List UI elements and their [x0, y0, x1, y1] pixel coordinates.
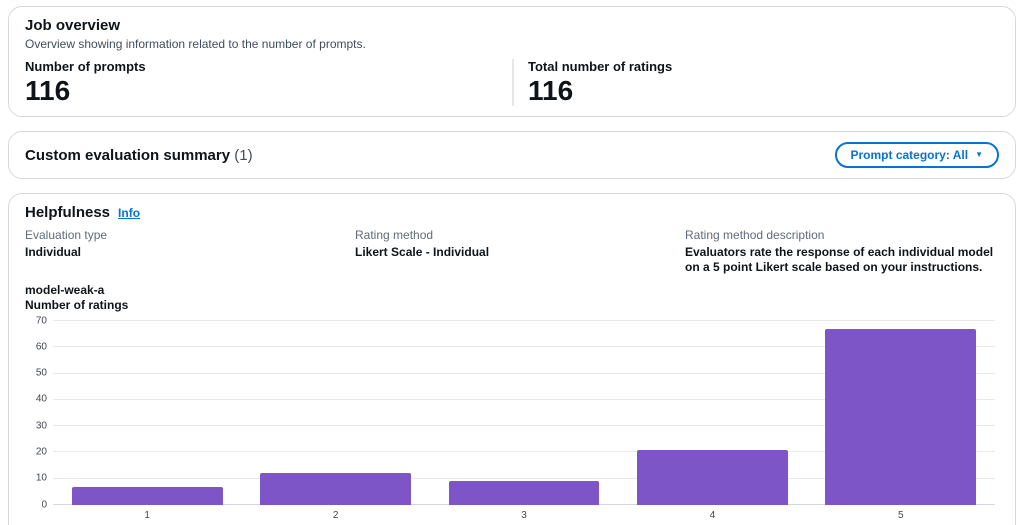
- chevron-down-icon: ▼: [975, 150, 983, 159]
- gridline: 10: [36, 473, 995, 484]
- helpfulness-card: Helpfulness Info Evaluation type Individ…: [8, 193, 1016, 525]
- bar-slot: [618, 321, 806, 505]
- field-value: Evaluators rate the response of each ind…: [685, 245, 994, 274]
- helpfulness-header: Helpfulness Info: [25, 204, 999, 222]
- x-axis-tick: 5: [898, 510, 904, 521]
- y-axis-tick: 10: [35, 472, 47, 484]
- job-overview-title: Job overview: [25, 17, 121, 34]
- gridline: 30: [36, 420, 995, 431]
- y-axis-tick: 40: [35, 393, 47, 405]
- field-label: Rating method description: [685, 228, 825, 242]
- bar-slot: [807, 321, 995, 505]
- custom-evaluation-summary-title: Custom evaluation summary (1): [25, 147, 253, 164]
- prompt-category-dropdown[interactable]: Prompt category: All ▼: [834, 142, 999, 168]
- field-rating-method-description: Rating method description Evaluators rat…: [685, 228, 999, 275]
- field-value: Individual: [25, 245, 82, 259]
- summary-title-text: Custom evaluation summary: [25, 146, 231, 164]
- chart-bars: [53, 321, 995, 505]
- gridline: 40: [36, 394, 995, 405]
- bar-slot: [430, 321, 618, 505]
- gridline: 60: [36, 341, 995, 352]
- bar-slot: [241, 321, 429, 505]
- x-axis-tick: 4: [709, 510, 716, 521]
- y-axis-tick: 30: [35, 420, 47, 432]
- x-axis-tick: 1: [144, 510, 150, 521]
- metric-value: 116: [25, 75, 71, 106]
- bar-rating-1[interactable]: [71, 486, 223, 505]
- bar-rating-3[interactable]: [448, 481, 600, 505]
- metric-number-of-prompts: Number of prompts 116: [25, 59, 512, 106]
- helpfulness-title: Helpfulness: [25, 204, 111, 221]
- info-link[interactable]: Info: [118, 206, 141, 220]
- bar-rating-4[interactable]: [637, 449, 788, 505]
- summary-count: (1): [234, 146, 253, 164]
- chart-xticks: 1 2 3 4 5: [53, 510, 995, 521]
- metric-label: Total number of ratings: [528, 59, 673, 74]
- x-axis-tick: 2: [332, 510, 339, 521]
- y-axis-tick: 50: [35, 367, 47, 379]
- helpfulness-fields: Evaluation type Individual Rating method…: [25, 228, 999, 275]
- chart-series-title: model-weak-a: [25, 283, 105, 297]
- metric-total-ratings: Total number of ratings 116: [512, 59, 999, 106]
- field-value: Likert Scale - Individual: [355, 245, 490, 259]
- job-overview-card: Job overview Overview showing informatio…: [8, 6, 1016, 117]
- field-label: Rating method: [355, 228, 434, 242]
- job-overview-metrics: Number of prompts 116 Total number of ra…: [25, 59, 999, 106]
- field-evaluation-type: Evaluation type Individual: [25, 228, 339, 275]
- y-axis-tick: 0: [41, 499, 47, 510]
- gridline: 50: [36, 368, 995, 379]
- y-axis-tick: 20: [35, 446, 47, 458]
- gridline: 70: [36, 315, 995, 326]
- bar-slot: [53, 321, 241, 505]
- metric-label: Number of prompts: [25, 59, 146, 74]
- bar-rating-5[interactable]: [825, 328, 977, 505]
- y-axis-tick: 70: [35, 315, 47, 326]
- gridline: 20: [36, 446, 995, 457]
- custom-evaluation-summary-card: Custom evaluation summary (1) Prompt cat…: [8, 131, 1016, 179]
- y-axis-tick: 60: [35, 341, 47, 353]
- bar-rating-2[interactable]: [260, 473, 411, 505]
- field-rating-method: Rating method Likert Scale - Individual: [355, 228, 669, 275]
- chart-y-axis-label: Number of ratings: [25, 298, 129, 312]
- field-label: Evaluation type: [25, 228, 108, 242]
- metric-value: 116: [528, 75, 574, 106]
- x-axis-tick: 3: [521, 510, 527, 521]
- chart-plot: 0 10 20 30 40 50 60 70: [36, 315, 995, 510]
- job-overview-description: Overview showing information related to …: [25, 37, 366, 51]
- prompt-category-dropdown-label: Prompt category: All: [850, 148, 969, 162]
